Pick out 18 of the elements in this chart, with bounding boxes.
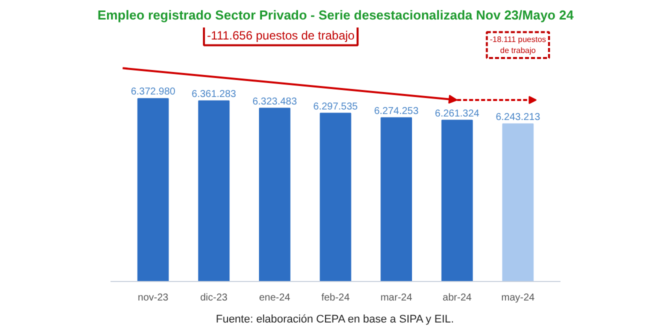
data-label: 6.274.253: [374, 106, 419, 117]
data-label: 6.323.483: [252, 96, 298, 108]
x-tick-label: feb-24: [321, 292, 350, 304]
x-tick-label: abr-24: [442, 292, 472, 304]
x-tick-label: mar-24: [380, 292, 413, 304]
data-label: 6.261.324: [434, 108, 480, 120]
x-tick-label: nov-23: [138, 292, 169, 304]
x-tick-label: may-24: [501, 292, 536, 304]
x-tick-label: dic-23: [200, 292, 228, 304]
annotation: -18.111 puestos de trabajo: [490, 35, 546, 55]
chart-title: Empleo registrado Sector Privado - Serie desestacionalizada Nov 23/Mayo 24: [97, 8, 574, 22]
data-label: 6.361.283: [192, 88, 237, 100]
data-label: 6.372.980: [130, 86, 176, 98]
source-note: Fuente: elaboración CEPA en base a SIPA y EIL.: [216, 314, 454, 326]
x-tick-label: ene-24: [259, 292, 291, 304]
data-label: 6.297.535: [313, 101, 358, 112]
data-label: 6.243.213: [496, 112, 541, 123]
annotation: -111.656 puestos de trabajo: [206, 28, 355, 42]
